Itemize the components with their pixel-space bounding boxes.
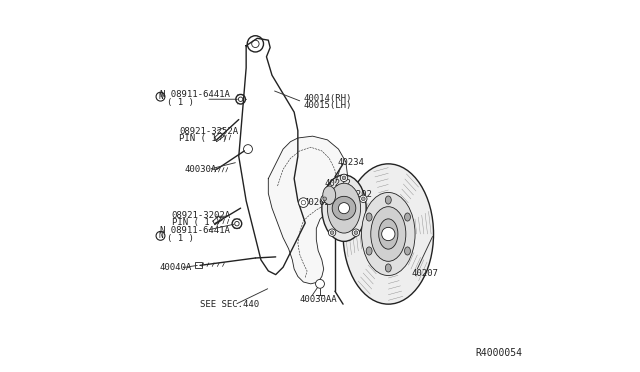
Circle shape — [299, 198, 308, 208]
Circle shape — [381, 227, 395, 241]
Ellipse shape — [362, 192, 415, 276]
Circle shape — [342, 176, 346, 180]
Text: 40202: 40202 — [345, 190, 372, 199]
Bar — [195, 262, 202, 268]
Circle shape — [360, 195, 367, 202]
Circle shape — [352, 229, 360, 236]
Ellipse shape — [322, 175, 366, 241]
Text: 40222: 40222 — [324, 179, 351, 187]
Circle shape — [354, 231, 358, 234]
Circle shape — [316, 279, 324, 288]
Circle shape — [330, 231, 334, 234]
Circle shape — [362, 197, 365, 201]
Ellipse shape — [323, 186, 336, 205]
Text: 08921-3202A: 08921-3202A — [172, 211, 230, 220]
Ellipse shape — [366, 213, 372, 221]
Ellipse shape — [379, 219, 398, 249]
Ellipse shape — [385, 196, 391, 204]
Polygon shape — [268, 136, 348, 284]
Text: R4000054: R4000054 — [475, 348, 522, 358]
Text: PIN ( 1 ): PIN ( 1 ) — [172, 218, 220, 227]
Ellipse shape — [366, 247, 372, 255]
Circle shape — [321, 195, 328, 202]
Text: SEE SEC.440: SEE SEC.440 — [200, 300, 259, 310]
Ellipse shape — [328, 183, 360, 233]
Text: 40262N: 40262N — [303, 198, 335, 207]
Text: N 08911-6441A: N 08911-6441A — [161, 226, 230, 235]
Text: ( 1 ): ( 1 ) — [167, 234, 194, 243]
Circle shape — [328, 229, 336, 236]
Text: 40014(RH): 40014(RH) — [303, 94, 352, 103]
Text: 40015(LH): 40015(LH) — [303, 101, 352, 110]
Text: 40040A: 40040A — [159, 263, 191, 272]
Circle shape — [332, 196, 356, 220]
Text: 40030AA: 40030AA — [300, 295, 337, 304]
Text: N 08911-6441A: N 08911-6441A — [161, 90, 230, 99]
Ellipse shape — [385, 264, 391, 272]
Text: 08921-3252A: 08921-3252A — [179, 127, 238, 136]
Text: N: N — [158, 92, 163, 101]
Text: ( 1 ): ( 1 ) — [167, 98, 194, 107]
Text: 40207: 40207 — [412, 269, 438, 278]
Text: 40234: 40234 — [338, 157, 365, 167]
Circle shape — [340, 174, 348, 182]
Ellipse shape — [404, 213, 410, 221]
Ellipse shape — [404, 247, 410, 255]
Circle shape — [339, 203, 349, 214]
Ellipse shape — [371, 207, 406, 261]
Text: PIN ( 1 ): PIN ( 1 ) — [179, 134, 227, 143]
Text: N: N — [158, 231, 163, 240]
Circle shape — [323, 197, 326, 201]
Ellipse shape — [343, 164, 433, 304]
Text: 40030A: 40030A — [184, 165, 217, 174]
